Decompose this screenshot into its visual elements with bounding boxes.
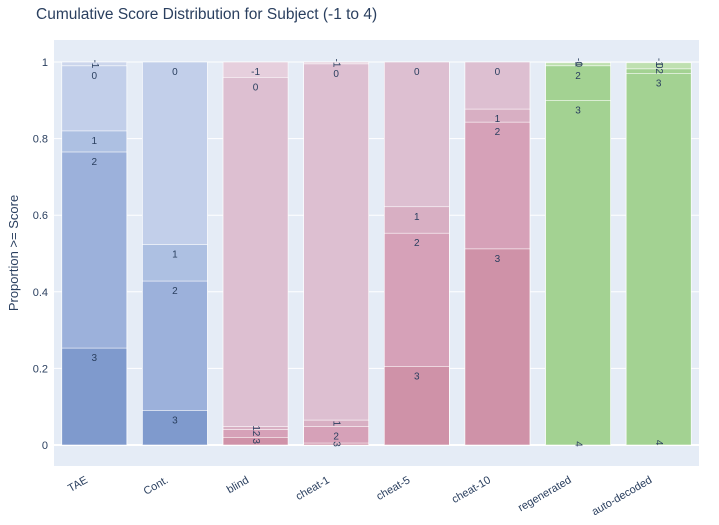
segment-label-1: 1 (172, 250, 178, 261)
bar-cheat-5: 0 1 2 3 (384, 61, 450, 446)
segment-label-3: 3 (331, 441, 342, 447)
bar-auto-decoded: -102 3 4 (625, 58, 692, 446)
chart-title: Cumulative Score Distribution for Subjec… (36, 6, 378, 23)
segment-label-0: 0 (172, 67, 178, 78)
x-tick-label: auto-decoded (590, 474, 654, 518)
y-tick-label: 0.4 (33, 287, 48, 299)
segment-label-0: 0 (573, 62, 584, 68)
segment-label-3: 3 (172, 416, 178, 427)
segment-label-0: 0 (253, 82, 259, 93)
x-tick-label: Cont. (142, 474, 171, 498)
segment-label-0: 0 (92, 71, 98, 82)
bar-segment-3 (545, 100, 611, 446)
segment-label-1: 1 (92, 136, 98, 147)
y-tick-label: 0.8 (33, 134, 48, 146)
segment-label--1: -1 (251, 67, 260, 78)
segment-label-2: 2 (92, 157, 98, 168)
bar-cheat-1: -10 1 23 (303, 59, 369, 447)
segment-label-4: 4 (573, 441, 584, 447)
segment-label-2: 2 (333, 432, 339, 443)
segment-label-3: 3 (656, 78, 662, 89)
segment-label-1: 1 (414, 212, 420, 223)
segment-label-0: 0 (653, 63, 664, 69)
x-tick-label: blind (225, 474, 251, 496)
segment-label-2: 2 (250, 431, 261, 437)
bar-segment-3 (222, 437, 289, 446)
segment-label--1: -1 (331, 59, 342, 68)
segment-label-3: 3 (575, 105, 581, 116)
segment-label-2: 2 (575, 71, 581, 82)
segment-label--1: -1 (653, 58, 664, 67)
bar-Cont.: 0 1 2 3 (142, 61, 208, 446)
segment-label-0: 0 (414, 67, 420, 78)
segment-label-0: 0 (495, 67, 501, 78)
bar-regenerated: -10 2 3 4 (545, 58, 611, 447)
x-tick-label: cheat-10 (450, 474, 493, 506)
segment-label-3: 3 (495, 254, 501, 265)
segment-label-0: 0 (333, 69, 339, 80)
bar-segment-0 (303, 63, 369, 446)
y-axis-title: Proportion >= Score (6, 195, 21, 311)
segment-label-2: 2 (172, 286, 178, 297)
segment-label--1: -1 (573, 58, 584, 67)
bar-segment-3 (384, 366, 450, 446)
bar-segment-3 (142, 410, 208, 446)
segment-label-3: 3 (414, 371, 420, 382)
segment-label-2: 2 (653, 68, 664, 74)
segment-label-3: 3 (250, 438, 261, 444)
segment-label-1: 1 (331, 421, 342, 427)
x-tick-label: regenerated (516, 474, 573, 514)
bar-segment-3 (61, 347, 128, 446)
segment-label-1: 1 (495, 114, 501, 125)
x-tick-label: cheat-5 (375, 474, 413, 503)
segment-label-4: 4 (653, 440, 664, 446)
segment-label-2: 2 (495, 127, 501, 138)
segment-label-2: 2 (414, 238, 420, 249)
bar-TAE: -1 0 1 2 3 (61, 59, 128, 446)
segment-label-3: 3 (92, 353, 98, 364)
y-tick-label: 1 (42, 57, 48, 69)
bar-segment-0 (222, 77, 289, 446)
bar-cheat-10: 0 1 2 3 (464, 61, 531, 446)
segment-label--1: -1 (89, 59, 100, 68)
y-tick-label: 0.2 (33, 363, 48, 375)
y-tick-label: 0.6 (33, 210, 48, 222)
y-tick-label: 0 (42, 440, 48, 452)
x-tick-label: TAE (66, 474, 90, 495)
bar-segment-3 (303, 442, 369, 446)
bar-segment-3 (625, 73, 692, 446)
bar-blind: -1 0 123 (222, 61, 289, 446)
segment-label-1: 1 (250, 425, 261, 431)
bar-segment-3 (464, 248, 531, 446)
x-tick-label: cheat-1 (294, 474, 332, 503)
